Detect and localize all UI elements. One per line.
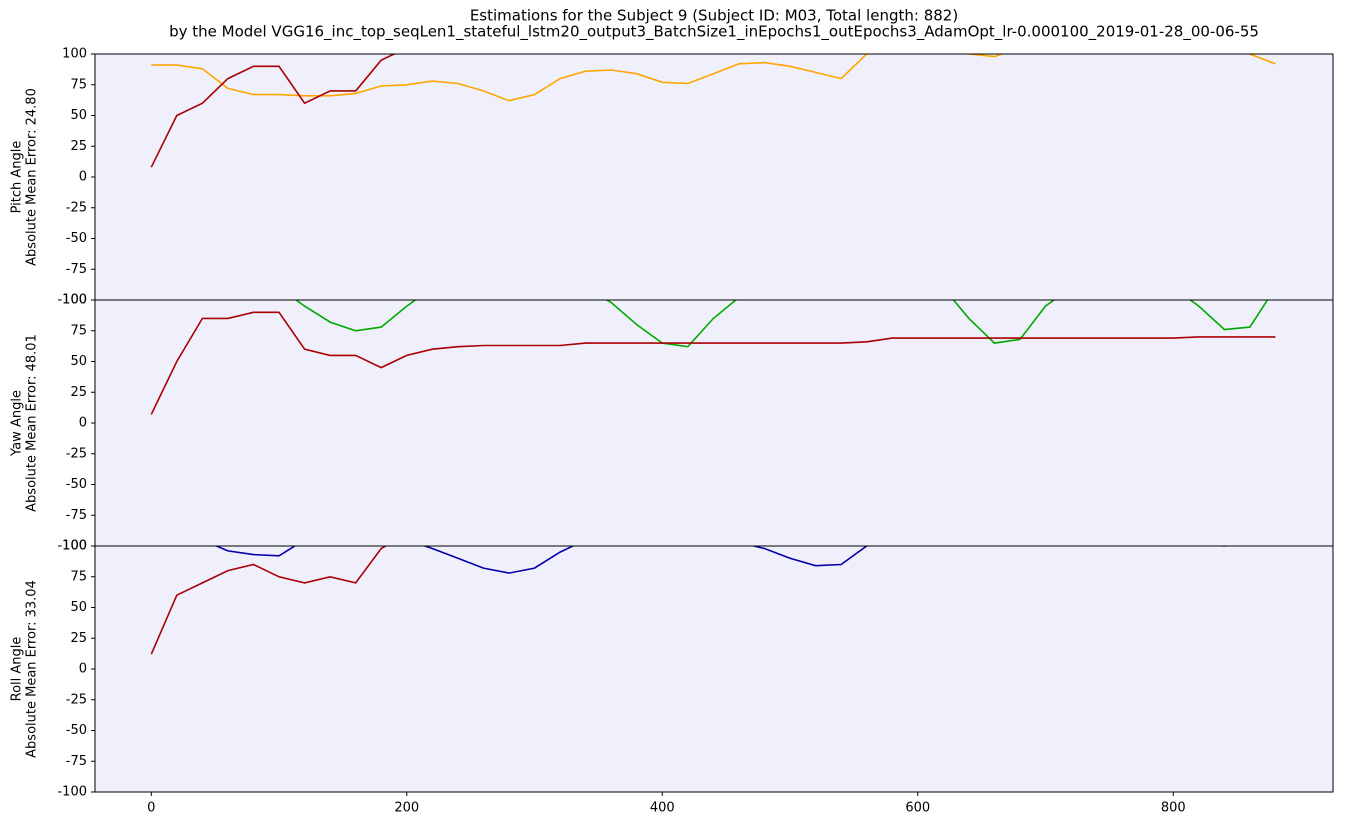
y-tick-label: 50: [70, 354, 87, 369]
y-tick-label: 50: [70, 600, 87, 615]
plot-area: [150, 54, 1276, 168]
x-tick-label: 600: [905, 801, 930, 816]
y-tick-label: 75: [70, 569, 87, 584]
y-tick-label: 50: [70, 108, 87, 123]
y-axis-label: Absolute Mean Error: 33.04: [25, 580, 40, 758]
y-tick-label: 100: [62, 539, 87, 554]
y-tick-label: 75: [70, 323, 87, 338]
y-tick-label: -75: [66, 754, 87, 769]
axes-background: [95, 54, 1333, 300]
x-tick-label: 400: [650, 801, 675, 816]
y-tick-label: 0: [79, 170, 87, 185]
series-line: [150, 546, 388, 655]
axes-background: [95, 300, 1333, 546]
y-tick-label: 25: [70, 139, 87, 154]
y-tick-label: 75: [70, 77, 87, 92]
y-tick-label: -25: [66, 446, 87, 461]
y-axis-label: Roll Angle: [10, 637, 25, 702]
y-tick-label: 25: [70, 631, 87, 646]
series-line: [294, 300, 1269, 348]
y-tick-label: -25: [66, 692, 87, 707]
y-tick-label: 25: [70, 385, 87, 400]
x-tick-label: 200: [394, 801, 419, 816]
y-tick-label: 0: [79, 416, 87, 431]
y-tick-label: -50: [66, 723, 87, 738]
x-tick-label: 0: [147, 801, 155, 816]
title-line: Estimations for the Subject 9 (Subject I…: [470, 7, 958, 25]
y-axis-label: Absolute Mean Error: 24.80: [25, 88, 40, 266]
y-tick-label: 100: [62, 47, 87, 62]
series-line: [151, 54, 1276, 102]
y-tick-label: -100: [57, 293, 87, 308]
y-tick-label: 100: [62, 293, 87, 308]
series-line: [150, 311, 1276, 415]
y-tick-label: -100: [57, 539, 87, 554]
y-tick-label: -50: [66, 477, 87, 492]
x-tick-label: 800: [1161, 801, 1186, 816]
y-tick-label: -100: [57, 785, 87, 800]
y-tick-label: -25: [66, 200, 87, 215]
y-tick-label: -75: [66, 508, 87, 523]
y-axis-label: Pitch Angle: [10, 141, 25, 214]
y-axis-label: Absolute Mean Error: 48.01: [25, 334, 40, 512]
y-tick-label: -75: [66, 262, 87, 277]
y-tick-label: -50: [66, 231, 87, 246]
axes-background: [95, 546, 1333, 792]
title-line: by the Model VGG16_inc_top_seqLen1_state…: [169, 23, 1259, 42]
plot-area: [150, 546, 1228, 655]
y-axis-label: Yaw Angle: [10, 390, 25, 457]
plot-area: [150, 300, 1276, 415]
series-line: [150, 54, 396, 168]
y-tick-label: 0: [79, 662, 87, 677]
axes-frame: [94, 545, 1334, 793]
